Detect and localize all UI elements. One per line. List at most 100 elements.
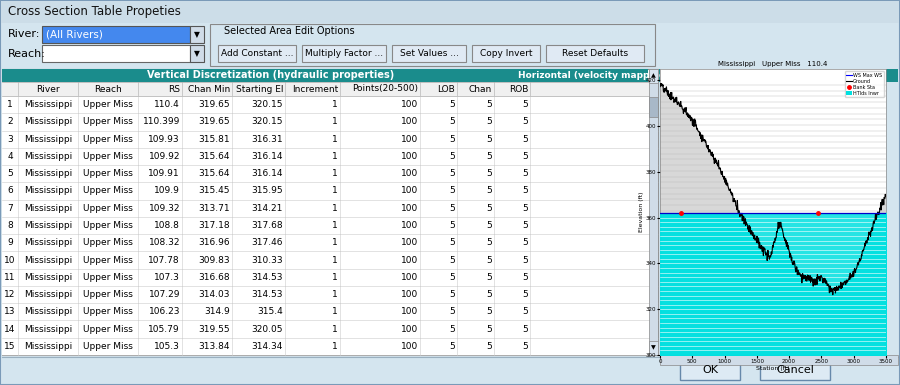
Text: 314.34: 314.34 — [252, 342, 283, 351]
Text: 317.68: 317.68 — [251, 221, 283, 230]
Text: 5: 5 — [449, 100, 455, 109]
Text: Selected Area Edit Options: Selected Area Edit Options — [224, 26, 355, 36]
Text: 100: 100 — [400, 169, 418, 178]
Text: Mississippi: Mississippi — [24, 307, 72, 316]
Text: 8: 8 — [7, 221, 13, 230]
Text: Points(20-500): Points(20-500) — [352, 84, 418, 94]
Bar — [649, 341, 658, 355]
Text: 110.399: 110.399 — [142, 117, 180, 126]
Text: 107.3: 107.3 — [154, 273, 180, 282]
Text: 1: 1 — [332, 169, 338, 178]
Text: 1: 1 — [332, 135, 338, 144]
Text: 5: 5 — [486, 307, 492, 316]
Title: Mississippi   Upper Miss   110.4: Mississippi Upper Miss 110.4 — [718, 61, 828, 67]
Text: 1: 1 — [332, 221, 338, 230]
Bar — [2, 148, 658, 165]
Text: Mississippi: Mississippi — [24, 273, 72, 282]
Text: 5: 5 — [522, 325, 528, 333]
Text: 5: 5 — [486, 325, 492, 333]
Text: 317.18: 317.18 — [198, 221, 230, 230]
Y-axis label: Elevation (ft): Elevation (ft) — [639, 192, 644, 232]
Text: 100: 100 — [400, 204, 418, 213]
Bar — [392, 45, 466, 62]
Bar — [2, 96, 658, 113]
Text: 105.79: 105.79 — [148, 325, 180, 333]
Text: Upper Miss: Upper Miss — [83, 256, 133, 264]
Text: 5: 5 — [449, 204, 455, 213]
Text: ▲: ▲ — [651, 74, 656, 79]
Text: 5: 5 — [449, 186, 455, 196]
Bar — [760, 360, 830, 380]
Text: 106.23: 106.23 — [148, 307, 180, 316]
Text: ▼: ▼ — [194, 30, 200, 39]
Bar — [42, 45, 190, 62]
Text: 313.84: 313.84 — [199, 342, 230, 351]
Text: 5: 5 — [449, 307, 455, 316]
Text: Upper Miss: Upper Miss — [83, 307, 133, 316]
Text: Upper Miss: Upper Miss — [83, 325, 133, 333]
Text: Cancel: Cancel — [776, 365, 814, 375]
Text: 109.9: 109.9 — [154, 186, 180, 196]
Text: 5: 5 — [449, 117, 455, 126]
Text: 5: 5 — [449, 238, 455, 247]
Text: 5: 5 — [486, 290, 492, 299]
Text: 1: 1 — [332, 152, 338, 161]
Text: 1: 1 — [332, 100, 338, 109]
Text: 107.78: 107.78 — [148, 256, 180, 264]
Text: 316.68: 316.68 — [198, 273, 230, 282]
Text: 314.53: 314.53 — [251, 273, 283, 282]
Text: Mississippi: Mississippi — [24, 221, 72, 230]
Text: 6: 6 — [7, 186, 13, 196]
Bar — [42, 26, 190, 43]
Text: Chan Min: Chan Min — [188, 84, 230, 94]
Bar — [2, 82, 658, 96]
Text: 310.33: 310.33 — [251, 256, 283, 264]
Text: 320.05: 320.05 — [251, 325, 283, 333]
Text: 313.71: 313.71 — [198, 204, 230, 213]
Text: 100: 100 — [400, 273, 418, 282]
Bar — [2, 113, 658, 131]
Text: 319.65: 319.65 — [198, 100, 230, 109]
Bar — [472, 45, 540, 62]
Text: Mississippi: Mississippi — [24, 135, 72, 144]
Text: Add Constant ...: Add Constant ... — [220, 49, 293, 58]
Text: 5: 5 — [7, 169, 13, 178]
Legend: WS Max WS, Ground, Bank Sta, HTlds Inwr: WS Max WS, Ground, Bank Sta, HTlds Inwr — [845, 72, 884, 97]
Text: Mississippi: Mississippi — [24, 169, 72, 178]
Text: 5: 5 — [449, 342, 455, 351]
Text: 5: 5 — [522, 117, 528, 126]
Text: Mississippi: Mississippi — [24, 152, 72, 161]
Text: 100: 100 — [400, 135, 418, 144]
Bar — [2, 199, 658, 217]
Text: 316.14: 316.14 — [251, 169, 283, 178]
Bar — [1, 1, 899, 23]
Text: 100: 100 — [400, 307, 418, 316]
Text: 7: 7 — [7, 204, 13, 213]
Text: Cross Section Table Propeties: Cross Section Table Propeties — [8, 5, 181, 18]
Bar — [2, 286, 658, 303]
Text: 1: 1 — [332, 290, 338, 299]
Text: 316.31: 316.31 — [251, 135, 283, 144]
Text: ▼: ▼ — [651, 345, 656, 350]
Text: 5: 5 — [486, 186, 492, 196]
Text: 315.64: 315.64 — [199, 152, 230, 161]
Bar — [210, 24, 655, 66]
Text: 319.65: 319.65 — [198, 117, 230, 126]
Bar — [190, 26, 204, 43]
Bar — [540, 69, 648, 82]
Text: ROB: ROB — [508, 84, 528, 94]
Text: 320.15: 320.15 — [251, 100, 283, 109]
Text: LOB: LOB — [437, 84, 455, 94]
Bar — [2, 269, 658, 286]
Text: 1: 1 — [332, 204, 338, 213]
Text: 13: 13 — [4, 307, 16, 316]
Text: 5: 5 — [486, 221, 492, 230]
Text: 5: 5 — [522, 100, 528, 109]
Text: Upper Miss: Upper Miss — [83, 221, 133, 230]
Text: 10: 10 — [4, 256, 16, 264]
Text: 315.45: 315.45 — [199, 186, 230, 196]
Text: 1: 1 — [332, 273, 338, 282]
Bar — [680, 360, 740, 380]
Bar — [2, 217, 658, 234]
Text: 1: 1 — [332, 238, 338, 247]
